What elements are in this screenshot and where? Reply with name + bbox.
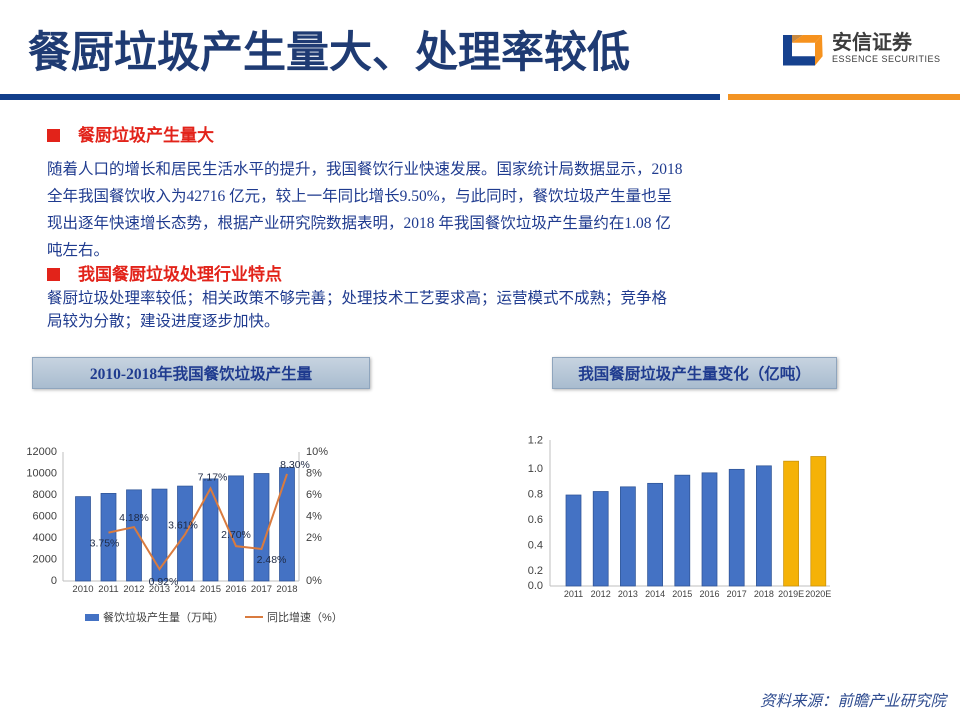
svg-text:12000: 12000 [26,446,57,458]
svg-text:1.0: 1.0 [528,463,543,475]
svg-text:2000: 2000 [33,554,57,566]
svg-text:0.0: 0.0 [528,580,543,592]
svg-text:2.70%: 2.70% [221,529,251,541]
svg-text:2020E: 2020E [805,589,831,599]
svg-text:8000: 8000 [33,489,57,501]
svg-text:2013: 2013 [618,589,638,599]
svg-text:2011: 2011 [564,589,583,599]
svg-text:3.75%: 3.75% [90,538,120,550]
svg-text:7.17%: 7.17% [198,472,228,484]
svg-text:2011: 2011 [98,584,118,595]
svg-text:0.4: 0.4 [528,540,543,552]
svg-text:4.18%: 4.18% [119,512,149,524]
svg-text:4000: 4000 [33,532,57,544]
svg-text:2010: 2010 [72,584,93,595]
svg-text:3.61%: 3.61% [168,519,198,531]
svg-text:2015: 2015 [200,584,221,595]
svg-text:10000: 10000 [26,468,57,480]
svg-text:2017: 2017 [251,584,272,595]
svg-text:安信证券: 安信证券 [832,30,913,54]
svg-text:2012: 2012 [123,584,144,595]
svg-text:6000: 6000 [33,511,57,523]
svg-text:1.2: 1.2 [528,435,543,447]
svg-text:8.30%: 8.30% [280,459,310,471]
svg-text:2%: 2% [306,532,322,544]
svg-text:10%: 10% [306,446,328,458]
svg-text:2018: 2018 [754,589,774,599]
svg-text:同比增速（%）: 同比增速（%） [267,610,343,624]
svg-text:2016: 2016 [225,584,246,595]
svg-text:2014: 2014 [645,589,665,599]
svg-text:0.6: 0.6 [528,514,543,526]
svg-text:2014: 2014 [174,584,195,595]
svg-text:餐饮垃圾产生量（万吨）: 餐饮垃圾产生量（万吨） [103,610,224,624]
svg-text:2.48%: 2.48% [257,554,287,566]
svg-text:0: 0 [51,575,57,587]
svg-text:0.8: 0.8 [528,489,543,501]
svg-text:2019E: 2019E [778,589,804,599]
svg-text:2013: 2013 [149,584,170,595]
svg-text:6%: 6% [306,489,322,501]
svg-text:4%: 4% [306,511,322,523]
svg-text:2015: 2015 [672,589,692,599]
svg-text:2012: 2012 [591,589,611,599]
svg-text:2016: 2016 [699,589,719,599]
svg-text:2017: 2017 [727,589,747,599]
svg-text:0.2: 0.2 [528,565,543,577]
svg-text:ESSENCE SECURITIES: ESSENCE SECURITIES [832,54,941,64]
svg-text:2018: 2018 [276,584,297,595]
svg-text:0%: 0% [306,575,322,587]
